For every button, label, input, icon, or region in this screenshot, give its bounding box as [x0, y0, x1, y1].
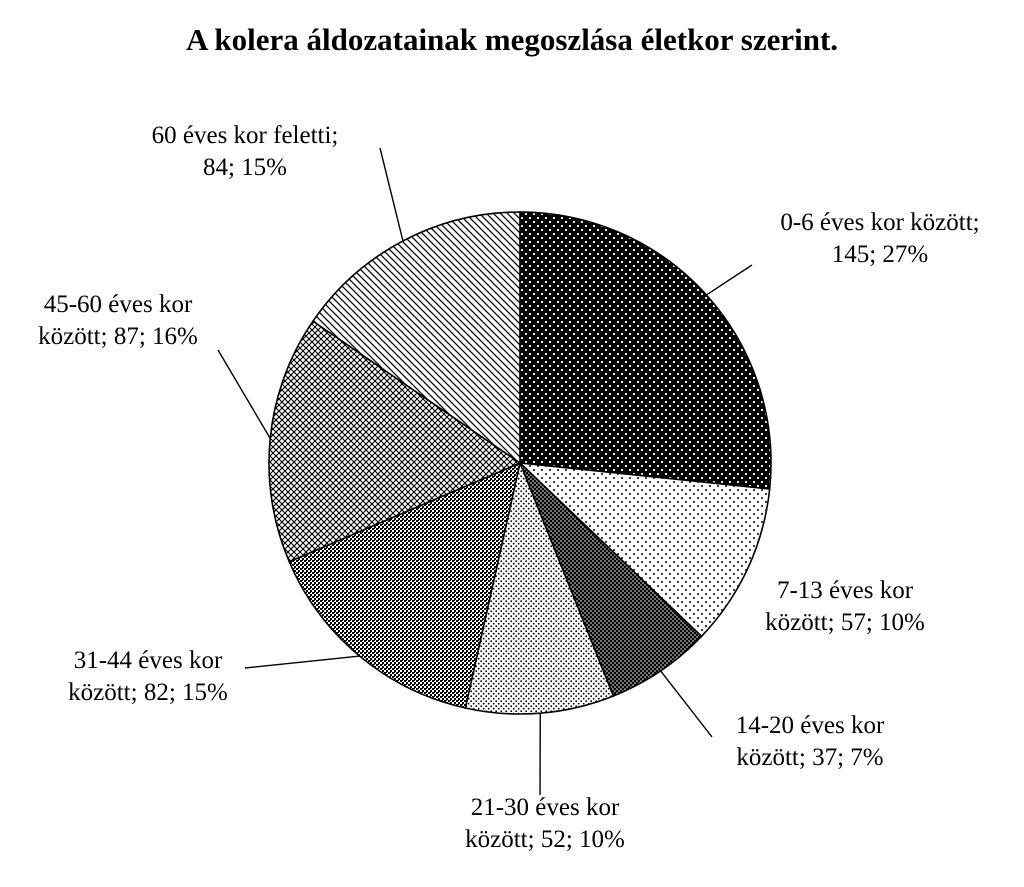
slice-label-line: 0-6 éves kor között;	[780, 209, 979, 236]
slice-label-line: 84; 15%	[203, 154, 287, 181]
slice-label-line: 7-13 éves kor	[777, 577, 914, 604]
slice-label-line: 21-30 éves kor	[471, 794, 620, 821]
leader-line-1	[706, 264, 753, 296]
slice-label-line: között; 37; 7%	[736, 744, 883, 771]
slice-label-line: 60 éves kor feletti;	[152, 122, 339, 149]
slice-label-line: között; 87; 16%	[38, 323, 198, 350]
pie-slice-6	[268, 320, 522, 563]
leader-line-6	[217, 349, 271, 439]
slice-label-line: között; 52; 10%	[465, 826, 625, 853]
pie-slice-5	[288, 461, 522, 709]
pie-slice-2	[517, 461, 771, 638]
slice-label-5: 31-44 éves kor között; 82; 15%	[68, 647, 228, 706]
slice-label-2: 7-13 éves kor között; 57; 10%	[765, 577, 925, 636]
leader-lines	[217, 147, 753, 796]
slice-label-4: 21-30 éves kor között; 52; 10%	[465, 794, 625, 853]
slice-label-line: 14-20 éves kor	[736, 712, 885, 739]
slice-label-line: 31-44 éves kor	[74, 647, 223, 674]
slice-labels: 0-6 éves kor között; 145; 27% 7-13 éves ko…	[38, 122, 979, 853]
slice-label-3: 14-20 éves kor között; 37; 7%	[736, 712, 885, 771]
pie-slice-1	[519, 211, 772, 490]
chart-title: A kolera áldozatainak megoszlása életkor…	[185, 22, 839, 57]
pie-slice-7	[311, 211, 521, 465]
slice-label-7: 60 éves kor feletti; 84; 15%	[152, 122, 339, 181]
pie-slice-3	[519, 462, 703, 698]
leader-line-3	[660, 670, 713, 738]
slice-label-6: 45-60 éves kor között; 87; 16%	[38, 291, 198, 350]
leader-line-7	[379, 147, 404, 242]
slice-label-1: 0-6 éves kor között; 145; 27%	[780, 209, 979, 268]
slice-label-line: 145; 27%	[832, 241, 929, 268]
slice-label-line: 45-60 éves kor	[44, 291, 193, 318]
leader-line-5	[244, 655, 360, 669]
pie-slices	[268, 211, 772, 715]
slice-label-line: között; 82; 15%	[68, 679, 228, 706]
slice-label-line: között; 57; 10%	[765, 609, 925, 636]
